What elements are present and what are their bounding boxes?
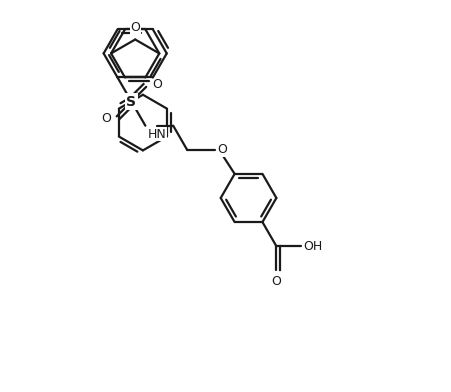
Text: O: O: [130, 22, 140, 34]
Text: O: O: [216, 143, 226, 156]
Text: O: O: [271, 275, 281, 288]
Text: S: S: [126, 94, 136, 109]
Text: OH: OH: [303, 240, 322, 253]
Text: O: O: [101, 112, 110, 125]
Text: O: O: [152, 78, 161, 91]
Text: HN: HN: [147, 128, 166, 141]
